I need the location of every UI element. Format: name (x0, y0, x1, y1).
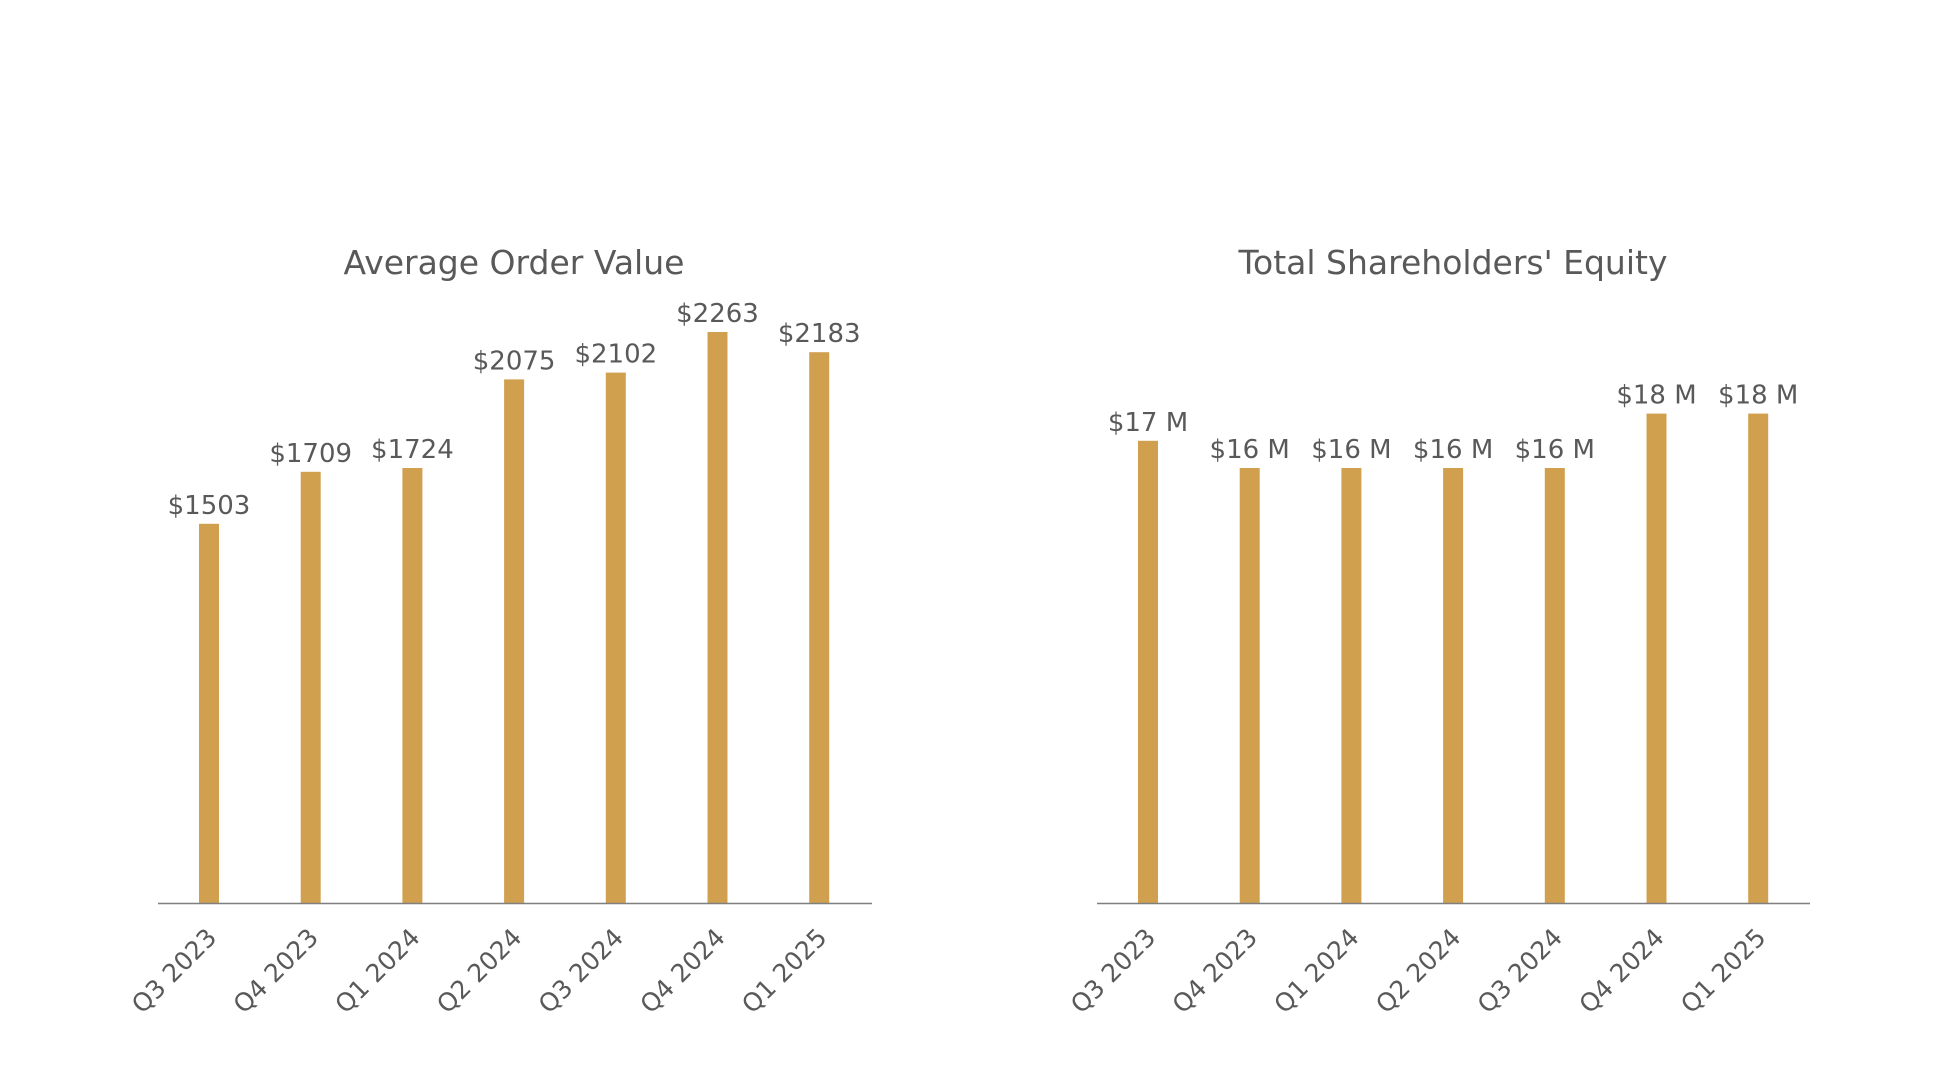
data-label: $16 M (1413, 435, 1493, 465)
bar-q3-2023 (1138, 440, 1158, 903)
bar-q3-2024 (605, 372, 626, 904)
x-tick-label: Q3 2023 (1065, 923, 1161, 1019)
chart-total-shareholders-equity: Total Shareholders' Equity $17 M Q3 2023 $… (1065, 243, 1810, 1019)
bar-q4-2023 (300, 471, 321, 903)
bar-q2-2024 (1443, 468, 1464, 903)
x-tick-label: Q2 2024 (1370, 923, 1466, 1019)
data-label: $2075 (473, 346, 556, 376)
data-label: $16 M (1311, 435, 1391, 465)
x-tick-label: Q1 2025 (1675, 923, 1771, 1019)
bar-q4-2024 (1646, 413, 1667, 903)
x-tick-label: Q1 2024 (1268, 923, 1364, 1019)
bar-q3-2024 (1544, 468, 1565, 903)
x-tick-label: Q1 2024 (329, 923, 425, 1019)
data-label: $18 M (1718, 381, 1798, 411)
bar-q2-2024 (504, 379, 525, 903)
data-label: $1709 (269, 439, 352, 469)
bar-q1-2025 (1748, 413, 1769, 903)
x-tick-label: Q4 2023 (1167, 923, 1263, 1019)
x-tick-label: Q1 2025 (736, 923, 832, 1019)
bar-q4-2024 (707, 332, 728, 903)
x-tick-label: Q2 2024 (431, 923, 527, 1019)
data-label: $2183 (778, 319, 861, 349)
data-label: $16 M (1210, 435, 1290, 465)
data-label: $17 M (1108, 408, 1188, 438)
bar-q3-2023 (199, 523, 219, 903)
data-label: $2263 (676, 299, 759, 329)
x-tick-label: Q3 2024 (1472, 923, 1568, 1019)
x-tick-label: Q3 2024 (533, 923, 629, 1019)
chart-average-order-value: Average Order Value $1503 Q3 2023 $1709 Q4 … (126, 243, 872, 1019)
chart-title: Total Shareholders' Equity (1238, 243, 1668, 282)
data-label: $1724 (371, 435, 454, 465)
bar-q4-2023 (1239, 468, 1260, 903)
bar-q1-2025 (809, 352, 830, 903)
chart-title: Average Order Value (344, 243, 685, 282)
x-tick-label: Q3 2023 (126, 923, 222, 1019)
x-tick-label: Q4 2024 (1573, 923, 1669, 1019)
data-label: $18 M (1616, 381, 1696, 411)
x-tick-label: Q4 2024 (634, 923, 730, 1019)
bar-q1-2024 (1341, 468, 1362, 903)
data-label: $2102 (574, 340, 657, 370)
data-label: $1503 (168, 491, 251, 521)
x-tick-label: Q4 2023 (228, 923, 324, 1019)
bar-q1-2024 (402, 468, 423, 903)
data-label: $16 M (1515, 435, 1595, 465)
